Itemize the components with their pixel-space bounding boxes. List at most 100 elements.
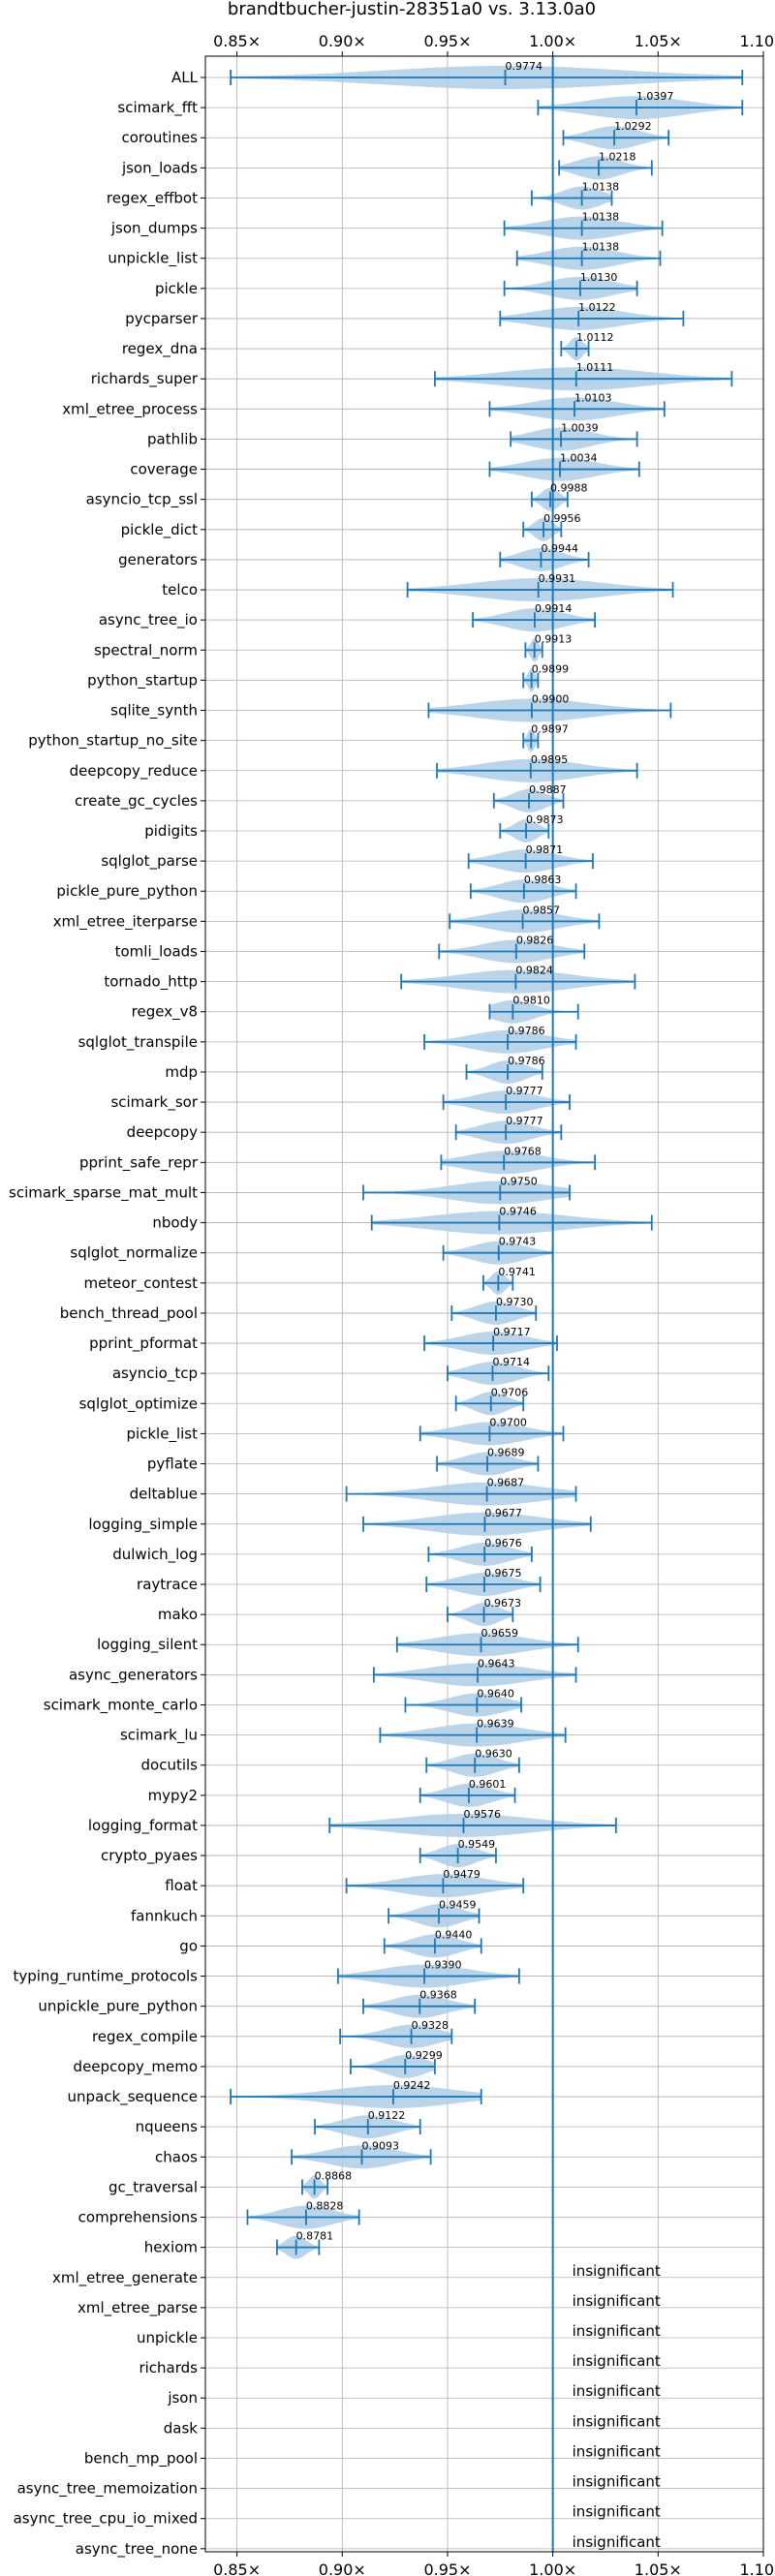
value-label: 0.9479 (443, 1868, 480, 1881)
category-label: deltablue (130, 1486, 198, 1503)
value-label: 0.9459 (439, 1898, 477, 1911)
x-tick-label-top: 1.05× (635, 32, 682, 50)
category-label: scimark_sor (110, 1093, 198, 1112)
value-label: 1.0034 (560, 452, 598, 465)
category-label: unpickle_pure_python (38, 1998, 198, 2016)
value-label: 0.9687 (487, 1477, 524, 1489)
value-label: 0.9863 (524, 874, 562, 886)
insignificant-label: insignificant (573, 2382, 661, 2400)
insignificant-label: insignificant (573, 2262, 661, 2280)
category-label: richards (139, 2359, 198, 2377)
value-label: 0.9730 (496, 1296, 534, 1308)
x-tick-label-top: 1.00× (529, 32, 576, 50)
value-label: 0.9576 (463, 1808, 501, 1821)
value-label: 1.0039 (561, 421, 599, 434)
category-label: async_generators (69, 1666, 198, 1684)
value-label: 0.9700 (489, 1416, 527, 1428)
x-tick-label-bottom: 1.00× (529, 2561, 576, 2576)
category-label: ALL (171, 69, 199, 86)
x-tick-label-top: 0.90× (319, 32, 366, 50)
category-label: scimark_monte_carlo (44, 1696, 198, 1714)
category-label: deepcopy_reduce (70, 762, 198, 781)
category-label: hexiom (144, 2239, 198, 2256)
category-label: xml_etree_process (62, 400, 198, 418)
value-label: 0.9122 (368, 2109, 406, 2122)
value-label: 0.9630 (475, 1748, 512, 1761)
value-label: 0.9675 (484, 1567, 522, 1579)
value-label: 0.9390 (424, 1959, 462, 1972)
category-label: comprehensions (78, 2209, 199, 2226)
value-label: 1.0130 (580, 271, 618, 284)
category-label: create_gc_cycles (75, 792, 198, 811)
category-label: mako (158, 1606, 198, 1623)
value-label: 0.9988 (550, 482, 588, 495)
category-label: raytrace (137, 1576, 198, 1593)
errorbar-layer (230, 70, 744, 2255)
category-label: fannkuch (131, 1907, 198, 1924)
value-label: 0.9768 (504, 1145, 542, 1157)
category-label: regex_dna (122, 340, 198, 358)
value-label: 1.0218 (599, 150, 636, 163)
category-label: json (167, 2389, 198, 2407)
category-label: deepcopy_memo (74, 2058, 198, 2076)
x-tick-label-bottom: 0.90× (319, 2561, 366, 2576)
category-label: deepcopy (127, 1123, 198, 1141)
value-label: 0.9871 (526, 843, 564, 856)
category-label: nbody (152, 1214, 198, 1232)
category-label: richards_super (91, 370, 199, 388)
value-label: 0.9777 (506, 1085, 543, 1097)
x-tick-label-top: 0.95× (423, 32, 471, 50)
category-label: python_startup (87, 671, 198, 690)
category-label: xml_etree_parse (78, 2299, 198, 2317)
value-label: 0.9899 (532, 662, 570, 675)
value-label: 0.9676 (484, 1537, 522, 1549)
insignificant-label: insignificant (573, 2292, 661, 2310)
value-label: 0.9093 (361, 2139, 399, 2152)
category-label: async_tree_none (76, 2540, 198, 2559)
category-label: logging_silent (97, 1636, 198, 1654)
category-label: unpack_sequence (68, 2088, 198, 2106)
category-label: bench_thread_pool (60, 1304, 198, 1323)
value-label: 0.9956 (543, 512, 581, 525)
value-label: 0.9873 (526, 813, 564, 826)
category-label: coverage (130, 461, 198, 478)
value-label: 0.9913 (535, 632, 573, 645)
category-label: regex_effbot (107, 189, 198, 207)
value-label: 0.9299 (405, 2049, 443, 2062)
category-label: telco (162, 581, 198, 598)
value-label: 0.9746 (499, 1206, 537, 1218)
x-tick-label-bottom: 0.85× (213, 2561, 261, 2576)
category-label: sqlite_synth (110, 702, 198, 721)
category-label: scimark_lu (120, 1727, 198, 1745)
category-label: logging_format (88, 1817, 198, 1835)
value-label: 0.9706 (491, 1386, 529, 1398)
category-label: xml_etree_generate (52, 2269, 198, 2287)
category-label: coroutines (121, 129, 198, 146)
category-label: nqueens (136, 2118, 198, 2135)
x-tick-label-bottom: 1.05× (635, 2561, 682, 2576)
value-label: 0.9643 (478, 1657, 515, 1670)
value-label: 0.9887 (529, 783, 567, 796)
value-label: 1.0138 (582, 180, 620, 193)
label-layer: 0.9774 1.0397 1.0292 1.0218 1.0138 1.0138 1.01… (296, 60, 674, 2551)
value-label: 1.0138 (582, 241, 620, 254)
category-label: sqlglot_normalize (70, 1244, 198, 1263)
axis-layer: 0.85× 0.85× 0.90× 0.90× 0.95× 0.95× 1.00× 1.00×… (9, 32, 775, 2576)
value-label: 0.9895 (531, 753, 569, 766)
value-label: 0.9900 (532, 693, 570, 706)
insignificant-label: insignificant (573, 2503, 661, 2521)
x-tick-label-bottom: 0.95× (423, 2561, 471, 2576)
category-label: asyncio_tcp_ssl (86, 491, 198, 509)
category-label: scimark_sparse_mat_mult (9, 1183, 198, 1202)
category-label: xml_etree_iterparse (53, 912, 198, 931)
value-label: 0.9914 (535, 602, 573, 615)
value-label: 0.8828 (306, 2200, 344, 2213)
value-label: 0.9750 (500, 1175, 538, 1187)
value-label: 0.9777 (506, 1115, 543, 1127)
category-label: json_loads (121, 159, 198, 177)
x-tick-label-top: 1.10× (739, 32, 775, 50)
value-label: 0.9440 (435, 1928, 473, 1941)
category-label: mdp (165, 1063, 198, 1081)
